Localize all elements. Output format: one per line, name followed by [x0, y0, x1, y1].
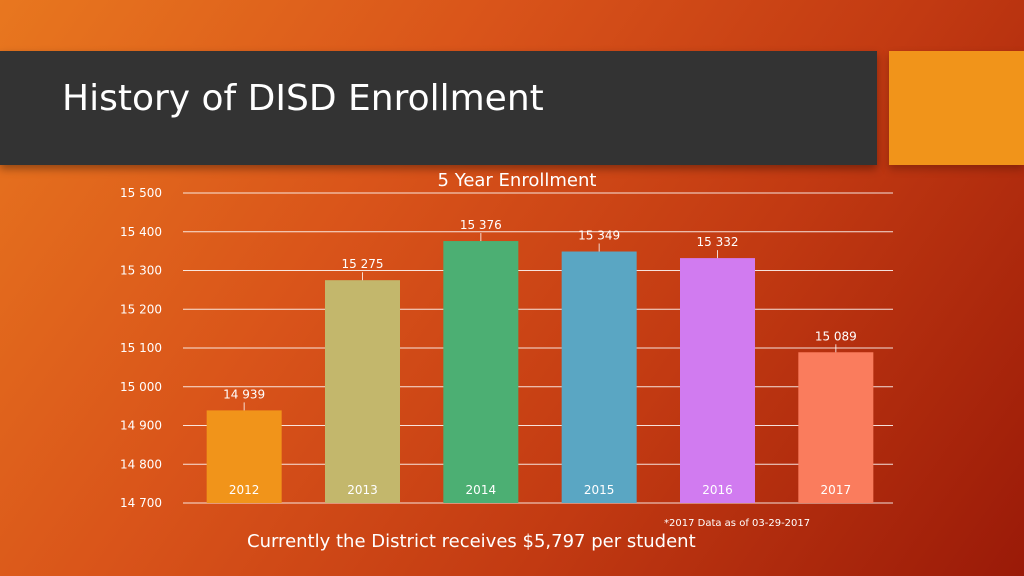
x-tick-label: 2017 [821, 483, 852, 497]
x-tick-label: 2014 [466, 483, 497, 497]
x-tick-label: 2015 [584, 483, 615, 497]
x-axis-ticks: 2012 2013 2014 2015 2016 2017 [229, 483, 851, 497]
y-tick-label: 15 500 [120, 186, 162, 200]
bar-2016 [680, 258, 755, 503]
bar-2017 [798, 352, 874, 503]
y-tick-label: 15 300 [120, 264, 162, 278]
y-tick-label: 14 700 [120, 496, 162, 510]
x-tick-label: 2013 [347, 483, 378, 497]
data-label: 15 275 [342, 257, 384, 271]
bar-2014 [443, 241, 519, 504]
bar-2012 [206, 410, 282, 503]
y-tick-label: 14 900 [120, 419, 162, 433]
data-label: 15 332 [697, 235, 739, 249]
y-tick-label: 15 400 [120, 225, 162, 239]
bars [206, 241, 874, 504]
bar-2015 [561, 251, 637, 503]
y-tick-label: 15 200 [120, 302, 162, 316]
chart-title: 5 Year Enrollment [438, 170, 597, 191]
y-axis-ticks: 14 700 14 800 14 900 15 000 15 100 15 200 15 3… [120, 186, 162, 510]
x-tick-label: 2012 [229, 483, 260, 497]
data-label: 14 939 [223, 387, 265, 401]
y-tick-label: 15 000 [120, 380, 162, 394]
gridlines [183, 192, 893, 504]
y-tick-label: 15 100 [120, 341, 162, 355]
data-label: 15 089 [815, 329, 857, 343]
per-student-caption: Currently the District receives $5,797 p… [247, 531, 696, 552]
title-bar [0, 51, 877, 165]
data-label: 15 376 [460, 218, 502, 232]
y-tick-label: 14 800 [120, 457, 162, 471]
bar-2013 [325, 280, 400, 503]
footnote: *2017 Data as of 03-29-2017 [664, 518, 811, 529]
data-label: 15 349 [578, 229, 620, 243]
slide-title: History of DISD Enrollment [62, 78, 544, 119]
x-tick-label: 2016 [702, 483, 733, 497]
data-labels: 14 939 15 275 15 376 15 349 15 332 15 089 [223, 218, 857, 411]
accent-square [889, 51, 1024, 165]
